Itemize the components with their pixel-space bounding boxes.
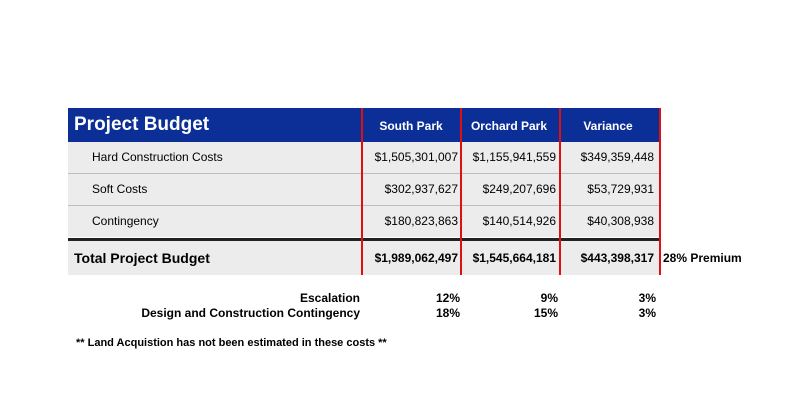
cell-orchard-park: $1,155,941,559: [472, 150, 556, 164]
escalation-variance: 3%: [638, 291, 656, 305]
cell-variance: $53,729,931: [587, 182, 654, 196]
highlight-line-orchard-park: [460, 108, 462, 275]
cell-orchard-park: $249,207,696: [482, 182, 556, 196]
table-row: Hard Construction Costs $1,505,301,007 $…: [68, 142, 661, 173]
contingency-pct-south-park: 18%: [435, 306, 460, 320]
column-header-south-park: South Park: [379, 119, 443, 133]
highlight-line-right: [659, 108, 661, 275]
total-south-park: $1,989,062,497: [374, 251, 458, 265]
table-title: Project Budget: [74, 114, 210, 135]
contingency-pct-orchard-park: 15%: [533, 306, 558, 320]
highlight-line-south-park: [361, 108, 363, 275]
total-divider: [68, 238, 661, 241]
cell-south-park: $302,937,627: [384, 182, 458, 196]
cell-south-park: $1,505,301,007: [374, 150, 458, 164]
total-row: Total Project Budget $1,989,062,497 $1,5…: [68, 241, 661, 275]
cell-orchard-park: $140,514,926: [482, 214, 556, 228]
row-label: Contingency: [92, 214, 159, 228]
row-label: Soft Costs: [92, 182, 148, 196]
table-row: Soft Costs $302,937,627 $249,207,696 $53…: [68, 174, 661, 205]
cell-variance: $40,308,938: [587, 214, 654, 228]
row-divider: [68, 173, 661, 174]
total-label: Total Project Budget: [74, 250, 210, 266]
highlight-line-variance: [559, 108, 561, 275]
premium-note: 28% Premium: [663, 251, 742, 265]
total-variance: $443,398,317: [580, 251, 654, 265]
contingency-pct-variance: 3%: [638, 306, 656, 320]
table-header: Project Budget South Park Orchard Park V…: [68, 108, 661, 142]
column-header-orchard-park: Orchard Park: [470, 119, 548, 133]
row-label: Hard Construction Costs: [92, 150, 223, 164]
row-divider: [68, 205, 661, 206]
escalation-orchard-park: 9%: [540, 291, 558, 305]
cell-south-park: $180,823,863: [384, 214, 458, 228]
cell-variance: $349,359,448: [580, 150, 654, 164]
escalation-south-park: 12%: [435, 291, 460, 305]
table-row: Contingency $180,823,863 $140,514,926 $4…: [68, 206, 661, 237]
column-header-variance: Variance: [583, 119, 633, 133]
escalation-label: Escalation: [299, 291, 360, 305]
footnote: ** Land Acquistion has not been estimate…: [76, 337, 387, 349]
total-orchard-park: $1,545,664,181: [472, 251, 556, 265]
contingency-pct-label: Design and Construction Contingency: [141, 306, 360, 320]
